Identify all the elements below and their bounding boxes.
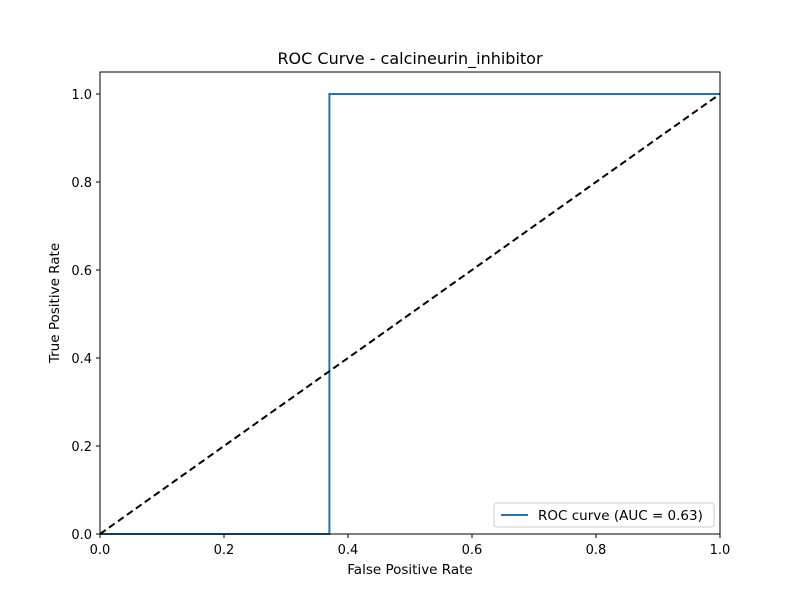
y-tick-label: 0.4	[71, 352, 92, 367]
x-tick-label: 0.2	[214, 543, 235, 558]
x-axis: 0.0 0.2 0.4 0.6 0.8 1.0	[90, 534, 731, 558]
legend-box	[493, 502, 715, 528]
x-tick-label: 0.8	[586, 543, 607, 558]
y-axis-label: True Positive Rate	[47, 243, 63, 364]
plot-area	[99, 71, 721, 535]
y-tick-label: 1.0	[71, 88, 92, 103]
x-tick-label: 0.0	[90, 543, 111, 558]
legend: ROC curve (AUC = 0.63)	[493, 502, 715, 528]
y-axis: 0.0 0.2 0.4 0.6 0.8 1.0	[71, 88, 100, 543]
chance-diagonal-line	[99, 93, 721, 535]
chart-title: ROC Curve - calcineurin_inhibitor	[277, 49, 543, 69]
y-tick-label: 0.8	[71, 176, 92, 191]
axes-frame	[99, 71, 721, 535]
x-tick-label: 0.6	[462, 543, 483, 558]
x-tick-label: 0.4	[338, 543, 359, 558]
y-tick-label: 0.2	[71, 440, 92, 455]
y-tick-label: 0.0	[71, 528, 92, 543]
y-tick-label: 0.6	[71, 264, 92, 279]
x-axis-label: False Positive Rate	[347, 562, 472, 578]
x-tick-label: 1.0	[710, 543, 731, 558]
legend-label-roc-curve: ROC curve (AUC = 0.63)	[538, 508, 703, 524]
